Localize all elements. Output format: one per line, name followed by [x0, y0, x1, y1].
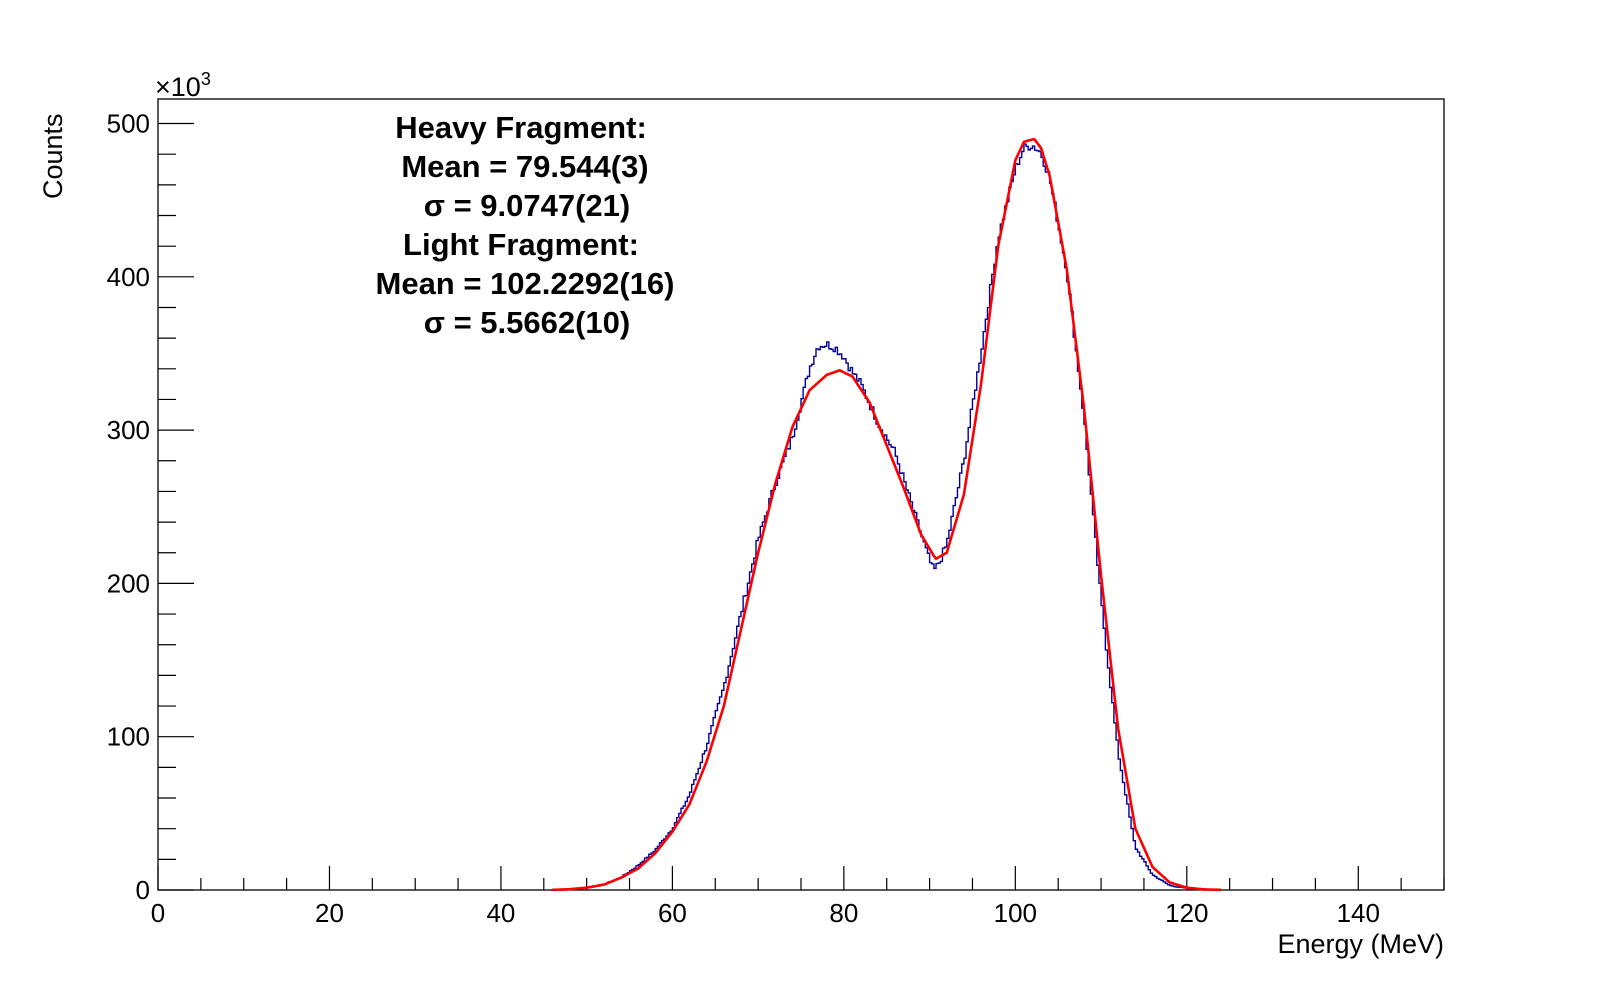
x-tick-label: 40: [486, 898, 515, 928]
y-tick-label: 0: [136, 875, 150, 905]
x-tick-label: 0: [151, 898, 165, 928]
annotation-line: σ = 5.5662(10): [424, 305, 630, 340]
x-axis: 0 20 40 60 80 100 120 140: [151, 866, 1445, 928]
x-tick-label: 20: [315, 898, 344, 928]
histogram-series: [551, 143, 1222, 891]
y-tick-label: 500: [107, 109, 150, 139]
x-tick-label: 100: [994, 898, 1037, 928]
x-tick-label: 60: [658, 898, 687, 928]
fit-results-annotation: Heavy Fragment: Mean = 79.544(3) σ = 9.0…: [376, 110, 675, 340]
x-tick-label: 80: [829, 898, 858, 928]
annotation-line: Heavy Fragment:: [395, 110, 647, 145]
y-axis: 0 100 200 300 400 500: [107, 109, 194, 905]
x-tick-label: 120: [1165, 898, 1208, 928]
y-tick-label: 100: [107, 722, 150, 752]
y-tick-label: 300: [107, 415, 150, 445]
annotation-line: Light Fragment:: [403, 227, 639, 262]
y-multiplier-base: ×10: [155, 72, 201, 102]
annotation-line: Mean = 79.544(3): [401, 149, 648, 184]
x-tick-label: 140: [1337, 898, 1380, 928]
annotation-line: σ = 9.0747(21): [424, 188, 630, 223]
fit-curve: [552, 138, 1222, 892]
y-multiplier: ×103: [155, 69, 211, 102]
y-tick-label: 200: [107, 568, 150, 598]
y-multiplier-exponent: 3: [201, 69, 211, 89]
y-tick-label: 400: [107, 262, 150, 292]
x-axis-title: Energy (MeV): [1277, 929, 1444, 959]
annotation-line: Mean = 102.2292(16): [376, 266, 675, 301]
y-axis-title: Counts: [38, 113, 68, 199]
plot-frame: [157, 98, 1445, 891]
